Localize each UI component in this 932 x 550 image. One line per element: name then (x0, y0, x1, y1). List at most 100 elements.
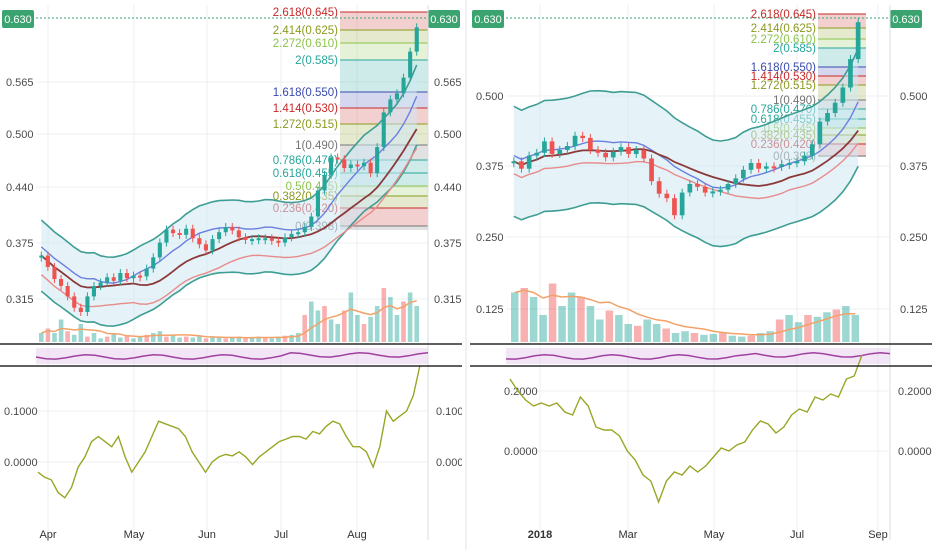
time-tick-label: May (704, 529, 725, 541)
last-price-tag-right (890, 10, 922, 28)
volume-bar (197, 335, 202, 342)
fib-level-label: 2.618(0.645) (751, 9, 816, 21)
price-tick-label-right: 0.500 (434, 129, 462, 141)
volume-bar (558, 306, 566, 342)
volume-bar (262, 337, 268, 342)
time-tick-label: May (124, 529, 145, 541)
candle-body (164, 229, 169, 243)
candle-body (664, 193, 670, 199)
volume-bar (151, 333, 156, 342)
last-price-tag-left (2, 10, 34, 28)
price-tick-label-left: 0.125 (900, 304, 928, 316)
price-tick-label-left: 0.375 (6, 238, 34, 250)
volume-bar (643, 319, 651, 342)
volume-bar (216, 337, 222, 342)
candle-body (362, 162, 367, 167)
candle-body (329, 157, 334, 175)
volume-bar (183, 336, 189, 342)
last-price-tag-right-text: 0.630 (430, 14, 458, 26)
candle-body (230, 227, 235, 231)
volume-bar (190, 337, 196, 342)
candle-body (557, 150, 563, 154)
volume-bar (785, 315, 793, 342)
volume-bar (164, 336, 169, 342)
volume-bar (738, 336, 746, 342)
volume-bar (58, 319, 64, 342)
price-tick-label-right: 0.315 (434, 294, 462, 306)
candle-body (91, 286, 96, 297)
osc-tick-label-left: 0.1000 (4, 406, 38, 418)
volume-bar (520, 288, 528, 342)
candle-body (687, 184, 693, 193)
bollinger-upper-line (40, 64, 418, 259)
candle-body (381, 112, 386, 148)
fib-level-label: 1.414(0.530) (751, 71, 816, 83)
time-tick-label: 2018 (528, 529, 552, 541)
volume-bar (747, 335, 755, 342)
fib-level-label: 2.272(0.610) (273, 38, 338, 50)
moving-average-fast (40, 96, 418, 284)
candle-body (756, 163, 761, 169)
candle-body (702, 186, 708, 193)
candle-body (725, 184, 731, 190)
candle-body (802, 155, 807, 162)
volume-bar (39, 333, 44, 342)
fib-level-label: 2(0.585) (773, 43, 816, 55)
candle-body (733, 178, 739, 185)
candle-body (626, 147, 631, 154)
fib-level-label: 0.786(0.470) (273, 155, 338, 167)
volume-bar (177, 337, 182, 342)
candle-body (519, 161, 524, 169)
volume-bar (91, 333, 97, 342)
candle-body (157, 242, 162, 258)
candle-body (250, 239, 255, 242)
volume-bar (289, 334, 294, 342)
price-tick-label-left: 0.375 (900, 161, 928, 173)
candle-body (542, 141, 547, 153)
osc-tick-label-right: 0.0000 (898, 446, 932, 458)
candle-body (124, 273, 129, 279)
fib-level-label: 2.618(0.645) (273, 7, 338, 19)
candle-body (203, 244, 208, 251)
candle-body (302, 227, 307, 233)
volume-bar (315, 310, 321, 342)
volume-bar (322, 306, 327, 342)
candle-body (375, 147, 380, 174)
candle-body (322, 174, 327, 191)
volume-bar (52, 333, 57, 342)
candle-body (256, 238, 261, 241)
price-tick-label-right: 0.440 (434, 182, 462, 194)
osc-tick-label-left: 0.2000 (504, 386, 538, 398)
volume-bar (276, 336, 281, 342)
candle-body (771, 166, 777, 169)
moving-average-lower (513, 142, 859, 200)
candle-body (710, 191, 716, 194)
volume-bar (124, 335, 130, 342)
fib-level-label: 1(0.490) (773, 95, 816, 107)
candle-body (394, 93, 399, 100)
candle-body (309, 216, 314, 227)
volume-bar (157, 331, 163, 342)
rsi-line (505, 352, 891, 360)
candle-body (649, 158, 654, 182)
volume-bar (230, 337, 235, 342)
volume-bar (78, 324, 84, 342)
volume-bar (65, 331, 70, 342)
volume-bar (596, 319, 604, 342)
bollinger-band-fill (513, 48, 859, 247)
volume-bar (586, 306, 595, 342)
price-tick-label-left: 0.500 (6, 129, 34, 141)
candle-body (679, 192, 685, 216)
volume-bar (401, 301, 406, 342)
candle-body (832, 102, 838, 113)
candle-body (335, 157, 340, 160)
volume-bar (804, 315, 812, 342)
candle-body (72, 296, 77, 308)
fib-zone (340, 43, 428, 60)
candle-body (190, 228, 195, 239)
price-tick-label-left: 0.500 (476, 91, 504, 103)
fib-level-label: 2.272(0.610) (751, 34, 816, 46)
candle-body (45, 255, 50, 267)
fib-level-label: 1.414(0.530) (273, 103, 338, 115)
volume-bar (236, 336, 242, 342)
